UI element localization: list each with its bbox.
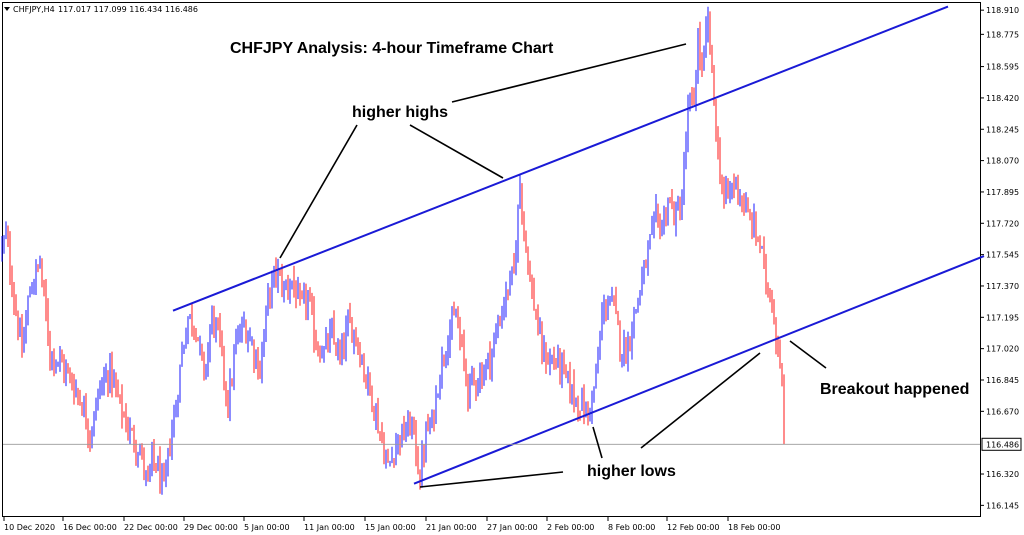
- pointer-hl-2: [592, 426, 603, 459]
- ohlc-readout: 117.017 117.099 116.434 116.486: [58, 5, 198, 14]
- x-tick-label: 15 Jan 00:00: [365, 523, 416, 532]
- x-tick-label: 5 Jan 00:00: [244, 523, 290, 532]
- trendline-upper: [172, 5, 949, 312]
- y-tick-label: 117.720: [986, 219, 1019, 228]
- chart-title: CHFJPY Analysis: 4-hour Timeframe Chart: [230, 40, 554, 57]
- y-tick-label: 117.020: [986, 345, 1019, 354]
- plot-frame: [2, 2, 981, 517]
- y-tick-label: 118.420: [986, 94, 1019, 103]
- y-tick-label: 117.370: [986, 282, 1019, 291]
- y-tick-label: 116.145: [986, 501, 1019, 510]
- price-axis: 118.910 118.775 118.595 118.420 118.245 118.0…: [3, 6, 1022, 510]
- breakout-label: Breakout happened: [820, 381, 969, 398]
- x-tick-label: 29 Dec 00:00: [184, 523, 238, 532]
- symbol-label: CHFJPY,H4: [13, 5, 55, 14]
- x-tick-label: 12 Feb 00:00: [667, 523, 719, 532]
- y-tick-label: 116.845: [986, 376, 1019, 385]
- y-tick-label: 118.775: [986, 30, 1019, 39]
- higher-lows-label: higher lows: [587, 463, 676, 480]
- y-tick-label: 117.195: [986, 313, 1019, 322]
- x-tick-label: 18 Feb 00:00: [728, 523, 780, 532]
- pointer-hh-2: [409, 124, 504, 179]
- x-tick-label: 22 Dec 00:00: [124, 523, 178, 532]
- x-tick-label: 8 Feb 00:00: [608, 523, 655, 532]
- time-axis: 10 Dec 2020 16 Dec 00:00 22 Dec 00:00 29 De…: [3, 517, 780, 532]
- pointer-hh-3: [451, 43, 687, 103]
- y-tick-label: 118.910: [986, 6, 1019, 15]
- x-tick-label: 11 Jan 00:00: [304, 523, 355, 532]
- triangle-down-icon[interactable]: [4, 7, 10, 11]
- higher-highs-label: higher highs: [352, 104, 448, 121]
- pointer-hh-1: [279, 124, 358, 259]
- current-price-box: [981, 437, 1022, 451]
- y-tick-label: 118.070: [986, 157, 1019, 166]
- pointer-hl-3: [640, 352, 761, 449]
- y-tick-label: 117.895: [986, 188, 1019, 197]
- trendlines-group: [172, 5, 985, 485]
- y-tick-label: 116.670: [986, 407, 1019, 416]
- annotation-pointers: [279, 43, 827, 488]
- x-tick-label: 16 Dec 00:00: [63, 523, 117, 532]
- x-tick-label: 10 Dec 2020: [4, 523, 55, 532]
- trendline-lower: [413, 255, 985, 485]
- candles-group: [1, 6, 785, 495]
- pointer-breakout: [789, 340, 827, 369]
- pointer-hl-1: [419, 471, 564, 488]
- y-tick-label: 118.595: [986, 63, 1019, 72]
- x-tick-label: 21 Jan 00:00: [426, 523, 477, 532]
- x-tick-label: 2 Feb 00:00: [547, 523, 594, 532]
- current-price-label: 116.486: [986, 440, 1019, 449]
- x-tick-label: 27 Jan 00:00: [487, 523, 538, 532]
- y-tick-label: 118.245: [986, 125, 1019, 134]
- y-tick-label: 117.545: [986, 251, 1019, 260]
- y-tick-label: 116.320: [986, 470, 1019, 479]
